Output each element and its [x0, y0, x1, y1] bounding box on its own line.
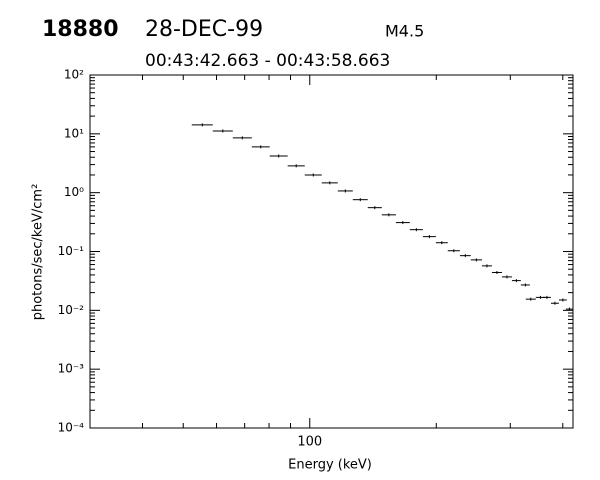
y-tick-label: 10⁰ — [64, 185, 84, 199]
event-id: 18880 — [42, 17, 119, 42]
y-tick-label: 10⁻² — [58, 303, 85, 317]
y-tick-label: 10² — [64, 68, 84, 82]
y-tick-label: 10⁻¹ — [58, 244, 85, 258]
date: 28-DEC-99 — [145, 17, 263, 42]
x-axis-label: Energy (keV) — [288, 458, 372, 473]
y-axis-label: photons/sec/keV/cm² — [31, 184, 46, 321]
x-tick-label: 100 — [297, 435, 322, 450]
time-range: 00:43:42.663 - 00:43:58.663 — [145, 51, 390, 71]
y-tick-label: 10⁻³ — [58, 362, 85, 376]
y-tick-label: 10¹ — [64, 126, 84, 140]
flare-class: M4.5 — [385, 22, 424, 41]
y-tick-label: 10⁻⁴ — [58, 421, 85, 435]
